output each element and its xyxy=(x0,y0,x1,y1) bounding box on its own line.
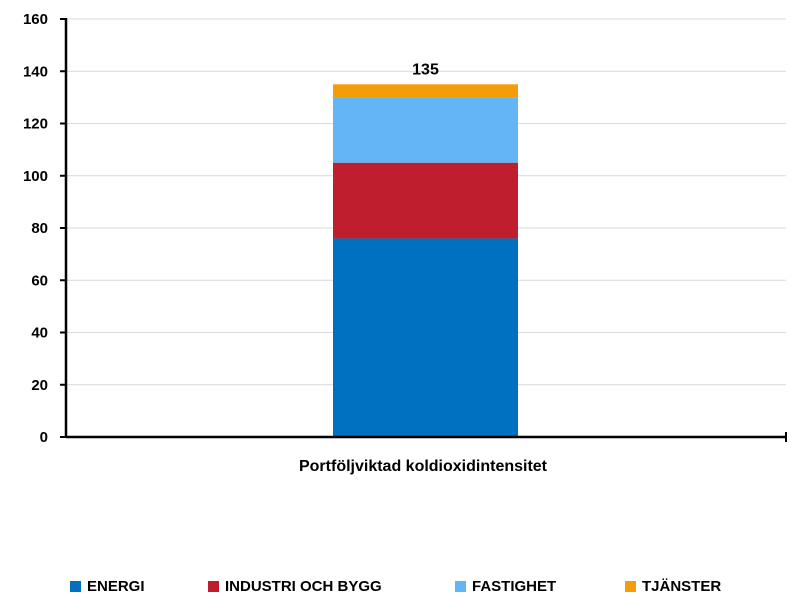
y-tick-label: 160 xyxy=(23,11,48,28)
legend-swatch xyxy=(625,581,636,592)
chart: 0 20 40 60 80 100 120 140 160 135 Portföljviktad… xyxy=(23,11,787,475)
legend: ENERGI INDUSTRI OCH BYGG FASTIGHET TJÄNSTER xyxy=(0,578,804,602)
y-tick-label: 120 xyxy=(23,116,48,133)
stacked-bar xyxy=(333,84,518,437)
legend-label: TJÄNSTER xyxy=(642,578,722,595)
legend-item: ENERGI xyxy=(70,578,145,595)
legend-swatch xyxy=(208,581,219,592)
bar-segment-energi xyxy=(333,238,518,437)
legend-swatch xyxy=(455,581,466,592)
y-tick-label: 20 xyxy=(31,377,48,394)
y-tick-label: 80 xyxy=(31,220,48,237)
legend-swatch xyxy=(70,581,81,592)
y-tick-label: 0 xyxy=(40,429,48,446)
y-tick-labels: 0 20 40 60 80 100 120 140 160 xyxy=(23,11,66,446)
legend-item: INDUSTRI OCH BYGG xyxy=(208,578,382,595)
legend-item: FASTIGHET xyxy=(455,578,556,595)
bar-segment-fastighet xyxy=(333,97,518,163)
bar-segment-industri-och-bygg xyxy=(333,162,518,239)
legend-label: ENERGI xyxy=(87,578,145,595)
y-tick-label: 100 xyxy=(23,168,48,185)
legend-label: FASTIGHET xyxy=(472,578,557,595)
total-data-label: 135 xyxy=(412,61,439,78)
y-tick-label: 60 xyxy=(31,272,48,289)
legend-label: INDUSTRI OCH BYGG xyxy=(225,578,382,595)
bar-segment-tj-nster xyxy=(333,84,518,98)
y-tick-label: 140 xyxy=(23,63,48,80)
y-tick-label: 40 xyxy=(31,325,48,342)
x-category-label: Portföljviktad koldioxidintensitet xyxy=(299,458,548,475)
legend-item: TJÄNSTER xyxy=(625,578,721,595)
